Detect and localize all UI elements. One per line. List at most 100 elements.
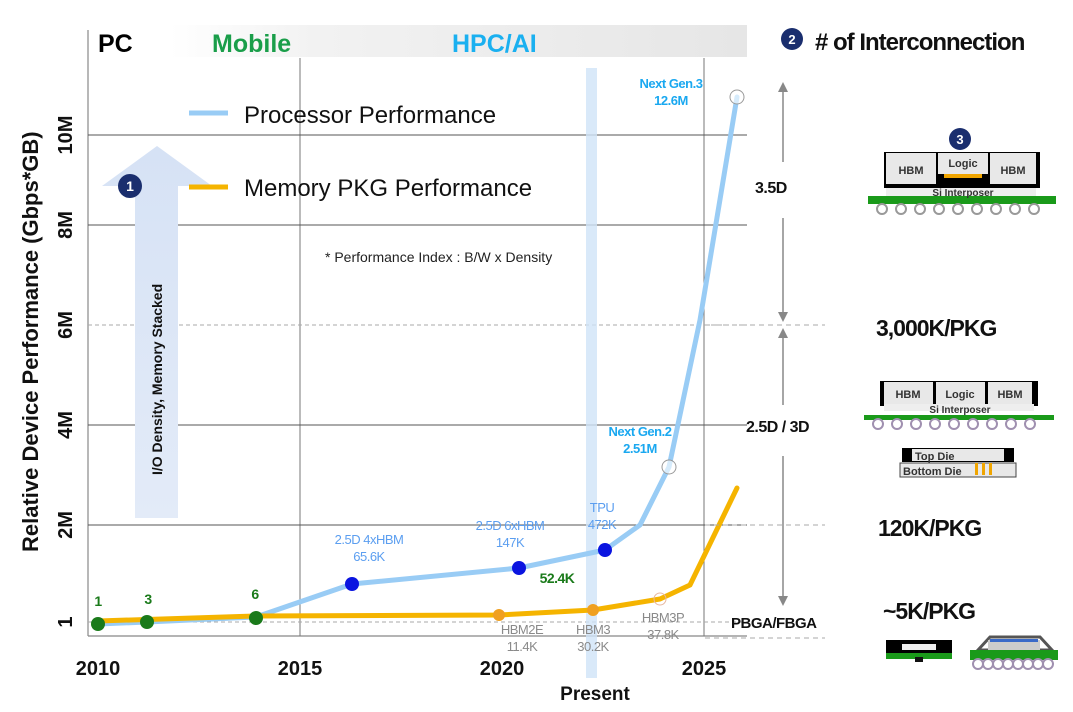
memory-data-point [493, 609, 505, 621]
series-layer [91, 89, 745, 631]
svg-text:Logic: Logic [945, 389, 974, 401]
solder-ball [914, 203, 926, 215]
processor-data-point [661, 459, 677, 475]
solder-ball [910, 418, 922, 430]
y-tick-label: 2M [55, 511, 77, 539]
processor-point-label: 65.6K [353, 549, 385, 564]
x-tick-label: 2010 [76, 658, 121, 680]
svg-text:Si Interposer: Si Interposer [929, 405, 990, 416]
processor-point-label: 472K [588, 517, 617, 532]
y-tick-label: 6M [55, 311, 77, 339]
solder-ball [990, 203, 1002, 215]
memory-data-point [587, 604, 599, 616]
y-tick-label: 10M [55, 116, 77, 155]
solder-ball [876, 203, 888, 215]
x-tick-label: 2025 [682, 658, 727, 680]
solder-ball [952, 203, 964, 215]
grid: 1 2M 4M 6M 8M 10M 2010 2015 2020 2025 [55, 30, 747, 680]
solder-ball [895, 203, 907, 215]
era-label-mobile: Mobile [212, 30, 291, 58]
era-label-pc: PC [98, 30, 133, 58]
tier-count-5k: ~5K/PKG [883, 598, 975, 624]
processor-point-label: 12.6M [654, 93, 688, 108]
memory-point-label: 37.8K [647, 627, 679, 642]
solder-ball [1012, 658, 1024, 670]
processor-point-label: Next Gen.2 [609, 424, 672, 439]
y-tick-label: 4M [55, 411, 77, 439]
solder-ball [1022, 658, 1034, 670]
performance-index-note: * Performance Index : B/W x Density [325, 249, 552, 265]
processor-data-point [598, 543, 612, 557]
svg-text:3: 3 [956, 132, 963, 147]
tier-arrows [705, 82, 825, 639]
memory-point-label: 30.2K [577, 639, 609, 654]
solder-ball [891, 418, 903, 430]
solder-ball [982, 658, 994, 670]
memory-point-label: HBM3 [576, 622, 610, 637]
y-axis-title: Relative Device Performance (Gbps*GB) [18, 131, 43, 552]
legend-label-processor: Processor Performance [244, 102, 496, 129]
svg-text:HBM: HBM [997, 389, 1022, 401]
tier-count-120k: 120K/PKG [878, 515, 981, 541]
tier-count-3000k: 3,000K/PKG [876, 315, 997, 341]
badge-1: 1 [118, 174, 142, 198]
package-pbga-icon [970, 635, 1058, 670]
processor-point-label: Next Gen.3 [640, 76, 703, 91]
svg-text:Logic: Logic [948, 158, 977, 170]
point-labels: 1 3 6 2.5D 4xHBM 65.6K 2.5D 6xHBM 147K TPU 472K N… [94, 76, 703, 654]
svg-text:Bottom Die: Bottom Die [903, 466, 962, 478]
processor-point-label: 3 [144, 591, 152, 607]
memory-point-label: HBM2E [501, 622, 544, 637]
solder-ball [1028, 203, 1040, 215]
memory-data-point [653, 592, 667, 606]
present-label: Present [560, 684, 630, 705]
processor-data-point [512, 561, 526, 575]
svg-text:Top Die: Top Die [915, 451, 955, 463]
solder-ball [1009, 203, 1021, 215]
solder-ball [929, 418, 941, 430]
solder-ball [948, 418, 960, 430]
y-tick-label: 1 [55, 616, 77, 627]
processor-point-label: 6 [251, 586, 259, 602]
y-tick-label: 8M [55, 211, 77, 239]
interconnection-title: # of Interconnection [815, 29, 1025, 56]
svg-text:HBM: HBM [898, 165, 923, 177]
solder-ball [933, 203, 945, 215]
era-band [170, 25, 747, 57]
extra-value-label: 52.4K [540, 570, 575, 586]
processor-point-label: 147K [496, 535, 525, 550]
solder-ball [971, 203, 983, 215]
processor-data-point [249, 611, 263, 625]
io-density-arrow: I/O Density, Memory Stacked [102, 146, 212, 518]
package-3d-icon: Top Die Bottom Die [899, 448, 1017, 478]
present-band [586, 68, 597, 678]
badge-2: 2 [781, 28, 803, 50]
processor-data-point [729, 89, 745, 105]
package-fbga-icon [886, 640, 952, 662]
legend: Processor Performance Memory PKG Perform… [189, 102, 532, 202]
solder-ball [1032, 658, 1044, 670]
processor-point-label: 2.5D 6xHBM [476, 518, 545, 533]
processor-point-label: TPU [590, 500, 615, 515]
tier-range-2-5d-3d: 2.5D / 3D [746, 419, 809, 436]
processor-data-point [345, 577, 359, 591]
processor-point-label: 1 [94, 593, 102, 609]
solder-ball [1005, 418, 1017, 430]
svg-text:1: 1 [126, 178, 134, 194]
package-2-5d-icon: HBM Logic HBM Si Interposer [864, 381, 1054, 430]
io-density-arrow-text: I/O Density, Memory Stacked [149, 284, 165, 475]
solder-ball [1024, 418, 1036, 430]
legend-label-memory: Memory PKG Performance [244, 175, 532, 202]
solder-ball [1042, 658, 1054, 670]
processor-point-label: 2.51M [623, 441, 657, 456]
solder-ball [967, 418, 979, 430]
solder-ball [872, 418, 884, 430]
processor-data-point [140, 615, 154, 629]
memory-point-label: HBM3P [642, 610, 684, 625]
solder-ball [992, 658, 1004, 670]
solder-ball [972, 658, 984, 670]
solder-ball [986, 418, 998, 430]
processor-point-label: 2.5D 4xHBM [335, 532, 404, 547]
processor-data-point [91, 617, 105, 631]
